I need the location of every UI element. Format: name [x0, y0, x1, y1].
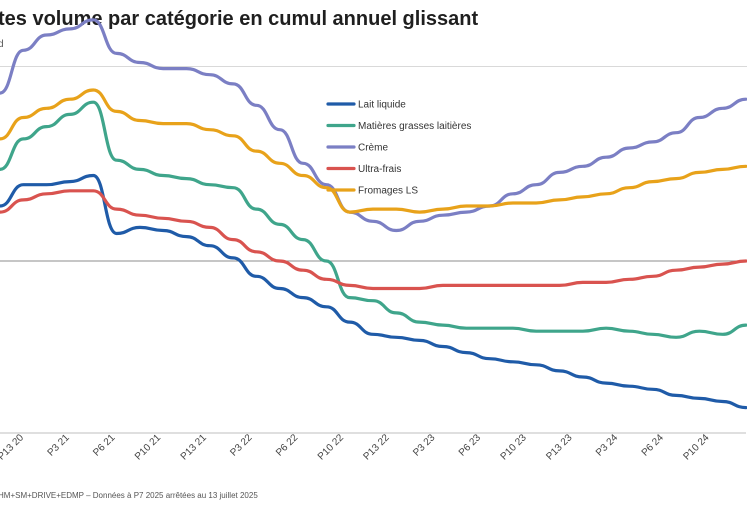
x-tick-label: P6 24 [640, 432, 667, 459]
legend-label-ultra-frais: Ultra-frais [358, 164, 401, 175]
x-tick-label: P13 23 [544, 432, 574, 462]
series-line-ultra-frais [0, 189, 747, 291]
x-tick-label: P3 21 [46, 432, 73, 459]
series-line-matieres-grasses-laitieres [0, 100, 747, 339]
x-tick-label: P6 22 [274, 432, 301, 459]
legend-label-creme: Crème [358, 143, 388, 154]
x-tick-label: P10 24 [681, 432, 711, 462]
series-line-lait-liquide [0, 173, 747, 410]
x-tick-label: P6 21 [91, 432, 118, 459]
x-tick-label: P13 22 [362, 432, 392, 462]
x-tick-label: P10 21 [133, 432, 163, 462]
x-tick-label: P10 23 [499, 432, 529, 462]
x-tick-label: P10 22 [316, 432, 346, 462]
chart-subtitle: d [0, 39, 4, 50]
legend-label-lait-liquide: Lait liquide [358, 100, 406, 111]
x-tick-label: P3 22 [228, 432, 255, 459]
x-tick-label: P6 23 [457, 432, 484, 459]
title-divider [0, 66, 747, 67]
chart-title: tes volume par catégorie en cumul annuel… [0, 8, 479, 30]
legend-label-matieres-grasses-laitieres: Matières grasses laitières [358, 121, 471, 132]
series-line-fromages-ls [0, 88, 747, 214]
legend-label-fromages-ls: Fromages LS [358, 186, 418, 197]
series-line-creme [0, 18, 747, 233]
x-tick-label: P13 21 [179, 432, 209, 462]
x-tick-label: P13 20 [0, 432, 26, 462]
source-note: HM+SM+DRIVE+EDMP – Données à P7 2025 arr… [0, 491, 258, 500]
x-tick-label: P3 24 [594, 432, 621, 459]
x-tick-label: P3 23 [411, 432, 438, 459]
